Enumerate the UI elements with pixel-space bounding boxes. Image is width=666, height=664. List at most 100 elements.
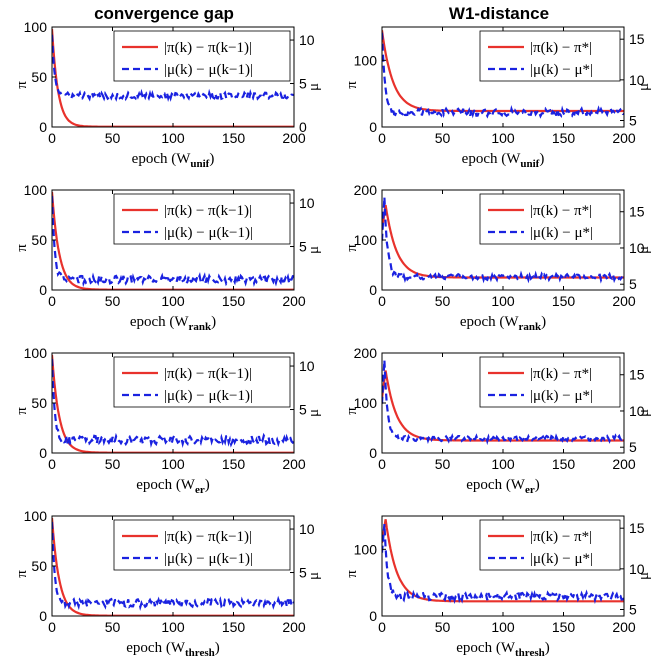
y-right-tick-label: 5 [299,239,307,255]
y-right-axis-label: μ [306,246,322,254]
y-right-tick-label: 0 [299,119,307,135]
y-left-tick-label: 100 [24,345,48,361]
y-left-tick-label: 0 [39,445,47,461]
y-right-axis-label: μ [636,409,652,417]
y-left-tick-label: 50 [31,232,47,248]
x-tick-label: 100 [161,130,185,146]
x-tick-label: 200 [282,293,306,309]
legend-label-pi: |π(k) − π*| [530,203,592,219]
series-line-mu [382,360,624,446]
y-right-axis-label: μ [636,246,652,254]
legend-box [479,30,621,82]
y-right-axis-label: μ [306,572,322,580]
x-tick-label: 50 [105,456,121,472]
legend-box [113,356,291,408]
y-left-tick-label: 0 [369,119,377,135]
x-axis-label: epoch (Wthresh) [126,640,219,659]
x-tick-label: 50 [105,619,121,635]
legend-label-mu: |μ(k) − μ(k−1)| [164,388,253,404]
y-left-axis-label: π [14,244,30,252]
x-axis-label: epoch (Wrank) [460,314,546,333]
x-tick-label: 200 [282,130,306,146]
x-tick-label: 0 [48,619,56,635]
y-left-axis-label: π [344,570,360,578]
legend-label-mu: |μ(k) − μ(k−1)| [164,62,253,78]
x-tick-label: 100 [491,130,515,146]
x-tick-label: 50 [105,130,121,146]
x-tick-label: 50 [435,293,451,309]
x-tick-label: 0 [48,293,56,309]
legend-box [113,30,291,82]
x-axis-label: epoch (Wthresh) [456,640,549,659]
x-tick-label: 0 [48,130,56,146]
y-left-axis-label: π [344,407,360,415]
y-left-tick-label: 0 [39,119,47,135]
x-axis-label: epoch (Wrank) [130,314,216,333]
y-right-axis-label: μ [636,572,652,580]
x-tick-label: 150 [552,130,576,146]
legend-label-mu: |μ(k) − μ*| [530,388,593,404]
x-tick-label: 200 [612,293,636,309]
series-line-mu [382,524,624,605]
legend-label-pi: |π(k) − π(k−1)| [164,40,252,56]
series-line-mu [382,197,624,284]
legend-label-pi: |π(k) − π*| [530,40,592,56]
y-left-axis-label: π [14,407,30,415]
x-tick-label: 200 [612,619,636,635]
x-axis-label: epoch (Wer) [466,477,539,496]
y-left-tick-label: 200 [354,345,378,361]
x-tick-label: 150 [222,130,246,146]
x-tick-label: 0 [378,293,386,309]
x-tick-label: 100 [161,456,185,472]
y-left-tick-label: 100 [354,541,378,557]
y-left-tick-label: 200 [354,182,378,198]
legend-label-pi: |π(k) − π*| [530,529,592,545]
y-left-tick-label: 100 [24,508,48,524]
x-tick-label: 150 [552,456,576,472]
y-right-axis-label: μ [306,83,322,91]
y-right-tick-label: 15 [629,367,645,383]
y-left-tick-label: 0 [39,608,47,624]
legend-label-pi: |π(k) − π*| [530,366,592,382]
y-right-tick-label: 5 [629,276,637,292]
chart-panel: 0 50 100 150 200 0 50 100 5 10 π μ epoch (Wer) |π(k) … [14,345,322,496]
y-left-tick-label: 50 [31,395,47,411]
x-tick-label: 200 [612,130,636,146]
x-axis-label: epoch (Wunif) [132,151,215,170]
x-tick-label: 150 [222,293,246,309]
series-line-pi [382,519,624,603]
y-right-tick-label: 5 [299,565,307,581]
x-tick-label: 0 [48,456,56,472]
y-right-tick-label: 15 [629,520,645,536]
series-line-mu [52,359,294,449]
legend-box [113,519,291,571]
y-left-axis-label: π [344,244,360,252]
legend-label-pi: |π(k) − π(k−1)| [164,529,252,545]
legend-label-mu: |μ(k) − μ(k−1)| [164,551,253,567]
x-tick-label: 0 [378,619,386,635]
x-tick-label: 150 [552,619,576,635]
x-tick-label: 50 [435,130,451,146]
x-tick-label: 50 [105,293,121,309]
x-tick-label: 100 [491,293,515,309]
y-left-tick-label: 0 [369,282,377,298]
legend-box [479,356,621,408]
legend-box [113,193,291,245]
x-tick-label: 100 [491,619,515,635]
y-left-tick-label: 100 [354,395,378,411]
y-right-tick-label: 5 [299,402,307,418]
x-tick-label: 100 [491,456,515,472]
y-right-tick-label: 10 [629,403,645,419]
legend-box [479,193,621,245]
x-axis-label: epoch (Wer) [136,477,209,496]
legend-label-mu: |μ(k) − μ(k−1)| [164,225,253,241]
y-right-axis-label: μ [306,409,322,417]
y-right-axis-label: μ [636,83,652,91]
y-left-tick-label: 50 [31,69,47,85]
y-left-axis-label: π [14,570,30,578]
series-line-mu [52,522,294,612]
